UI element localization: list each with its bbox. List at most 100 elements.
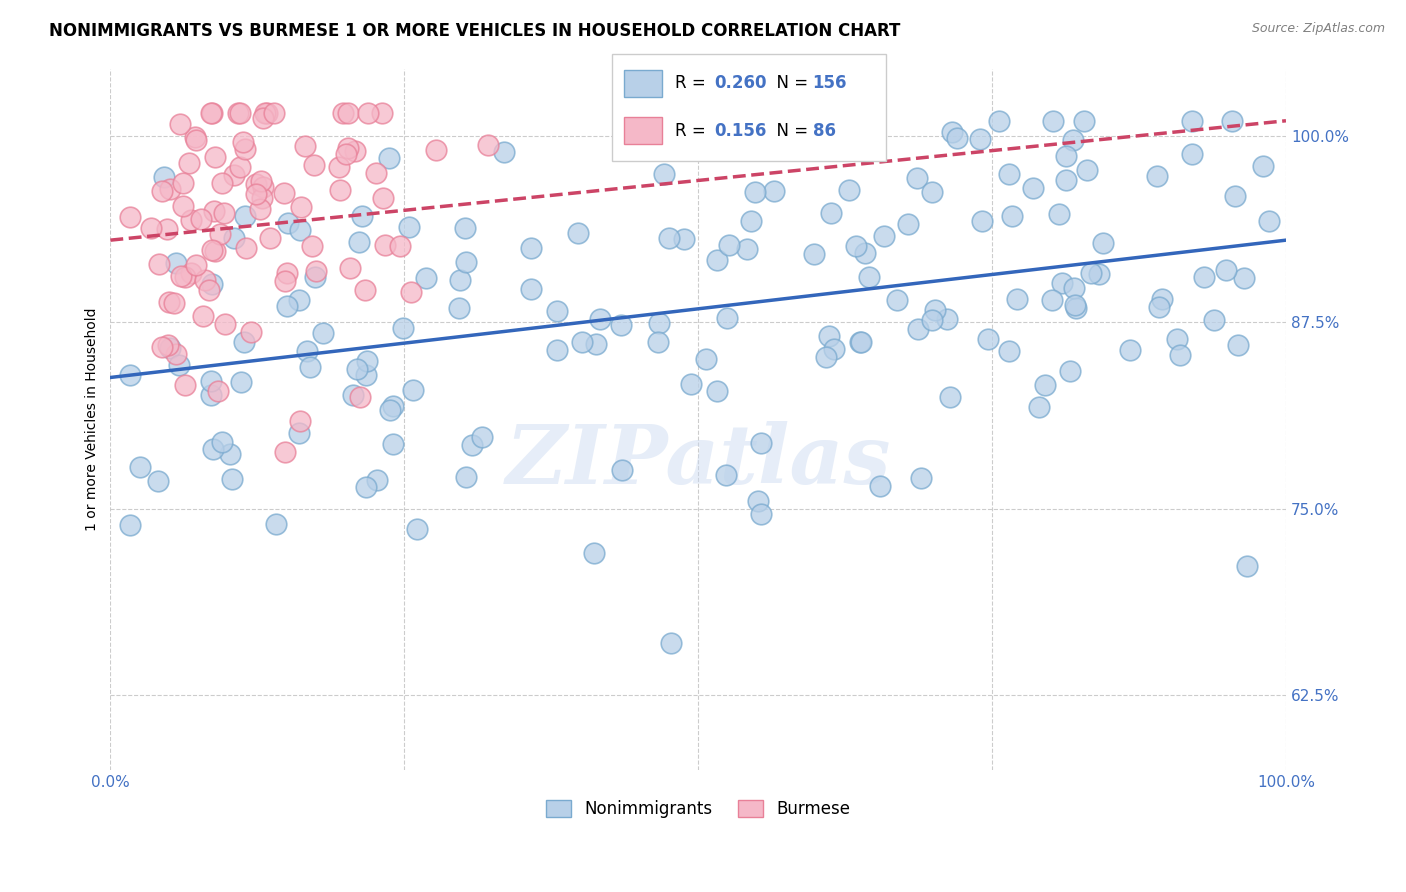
Point	[848, 334, 870, 349]
Point	[477, 137, 499, 152]
Point	[211, 434, 233, 449]
Point	[905, 170, 928, 185]
Point	[287, 293, 309, 307]
Point	[1062, 133, 1084, 147]
Point	[157, 337, 180, 351]
Point	[299, 360, 322, 375]
Point	[294, 139, 316, 153]
Point	[1147, 300, 1170, 314]
Point	[647, 334, 669, 349]
Point	[706, 384, 728, 399]
Point	[945, 130, 967, 145]
Point	[851, 334, 873, 349]
Point	[190, 211, 212, 226]
Point	[1088, 267, 1111, 281]
Point	[454, 255, 477, 269]
Point	[858, 269, 880, 284]
Point	[1253, 159, 1275, 173]
Point	[366, 473, 388, 487]
Point	[494, 145, 516, 159]
Text: N =: N =	[766, 121, 814, 139]
Point	[209, 227, 232, 242]
Point	[344, 145, 367, 159]
Point	[226, 106, 249, 120]
Point	[371, 191, 394, 205]
Y-axis label: 1 or more Vehicles in Household: 1 or more Vehicles in Household	[86, 308, 100, 531]
Point	[184, 130, 207, 145]
Point	[263, 106, 285, 120]
Point	[141, 221, 163, 235]
Point	[681, 377, 703, 392]
Point	[454, 221, 477, 235]
Point	[735, 242, 758, 256]
Point	[231, 375, 253, 389]
Point	[987, 113, 1010, 128]
Point	[264, 516, 287, 531]
Point	[1168, 347, 1191, 361]
Point	[1040, 293, 1063, 308]
Text: 156: 156	[813, 75, 848, 93]
Point	[716, 467, 738, 482]
Point	[977, 332, 1000, 346]
Legend: Nonimmigrants, Burmese: Nonimmigrants, Burmese	[540, 793, 856, 825]
Point	[399, 285, 422, 300]
Point	[546, 343, 568, 357]
Point	[204, 150, 226, 164]
Point	[571, 335, 593, 350]
Point	[276, 266, 298, 280]
Point	[179, 156, 201, 170]
Point	[156, 221, 179, 235]
Point	[998, 344, 1021, 359]
Point	[350, 209, 373, 223]
Point	[897, 217, 920, 231]
Text: N =: N =	[766, 75, 814, 93]
Point	[186, 133, 208, 147]
Point	[1001, 209, 1024, 223]
Point	[814, 351, 837, 365]
Point	[232, 334, 254, 349]
Point	[939, 391, 962, 405]
Point	[194, 273, 217, 287]
Point	[969, 132, 991, 146]
Point	[910, 471, 932, 485]
Point	[232, 136, 254, 150]
Point	[585, 336, 607, 351]
Text: R =: R =	[675, 121, 711, 139]
Point	[370, 106, 392, 120]
Point	[853, 246, 876, 260]
Point	[818, 329, 841, 343]
Point	[336, 140, 359, 154]
Point	[219, 446, 242, 460]
Point	[329, 183, 352, 197]
Point	[738, 141, 761, 155]
Point	[295, 343, 318, 358]
Point	[402, 383, 425, 397]
Point	[652, 167, 675, 181]
Point	[425, 143, 447, 157]
Text: ZIPatlas: ZIPatlas	[505, 421, 891, 501]
Point	[803, 247, 825, 261]
Point	[180, 213, 202, 227]
Point	[150, 184, 173, 198]
Point	[163, 296, 186, 310]
Point	[461, 438, 484, 452]
Point	[153, 170, 176, 185]
Point	[845, 239, 868, 253]
Point	[389, 239, 412, 253]
Point	[1076, 163, 1098, 178]
Point	[972, 213, 994, 227]
Point	[249, 174, 271, 188]
Point	[447, 301, 470, 315]
Point	[173, 270, 195, 285]
Point	[301, 239, 323, 253]
Point	[304, 270, 326, 285]
Point	[921, 313, 943, 327]
Point	[312, 326, 335, 340]
Point	[747, 493, 769, 508]
Point	[148, 257, 170, 271]
Point	[1166, 332, 1188, 346]
Point	[224, 168, 246, 182]
Point	[415, 271, 437, 285]
Text: NONIMMIGRANTS VS BURMESE 1 OR MORE VEHICLES IN HOUSEHOLD CORRELATION CHART: NONIMMIGRANTS VS BURMESE 1 OR MORE VEHIC…	[49, 22, 901, 40]
Point	[202, 442, 225, 457]
